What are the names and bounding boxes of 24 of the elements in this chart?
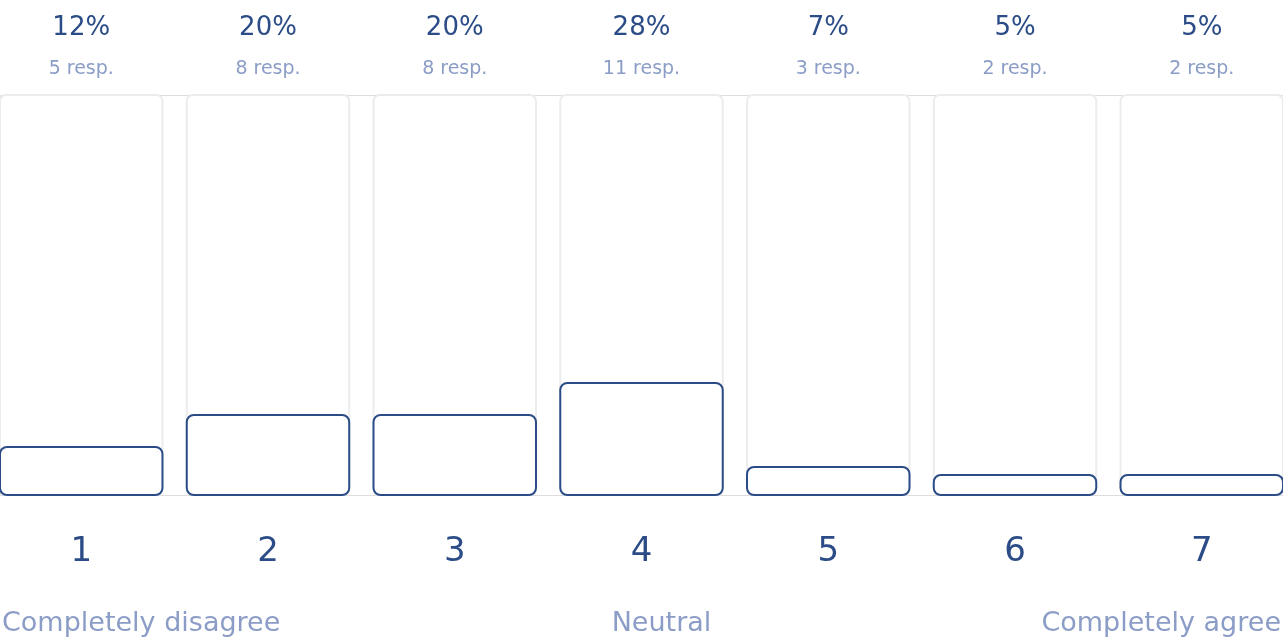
text: Neutral bbox=[611, 606, 712, 637]
x-tick-label: 4 bbox=[630, 528, 653, 569]
text: 8 resp. bbox=[422, 56, 488, 78]
data-label: 5% bbox=[1181, 11, 1223, 41]
data-label: 28% bbox=[612, 11, 671, 41]
text: 3 resp. bbox=[795, 56, 861, 78]
text: 5 resp. bbox=[48, 56, 114, 78]
x-tick-label: 7 bbox=[1190, 528, 1213, 569]
x-tick-label: 3 bbox=[443, 528, 466, 569]
data-label: 12% bbox=[52, 11, 111, 41]
data-label: 5% bbox=[994, 11, 1036, 41]
data-label: 7% bbox=[807, 11, 849, 41]
text: 8 resp. bbox=[235, 56, 301, 78]
x-tick-label: 6 bbox=[1004, 528, 1026, 569]
text: 2 resp. bbox=[982, 56, 1048, 78]
text: 2 resp. bbox=[1169, 56, 1235, 78]
x-tick-label: 1 bbox=[70, 528, 93, 569]
text: Completely disagree bbox=[2, 606, 281, 637]
x-tick-label: 5 bbox=[817, 528, 840, 569]
text: 11 resp. bbox=[602, 56, 681, 78]
text: Completely agree bbox=[1041, 606, 1281, 637]
x-tick-label: 2 bbox=[257, 528, 279, 569]
data-label: 20% bbox=[239, 11, 297, 41]
data-label: 20% bbox=[425, 11, 484, 41]
